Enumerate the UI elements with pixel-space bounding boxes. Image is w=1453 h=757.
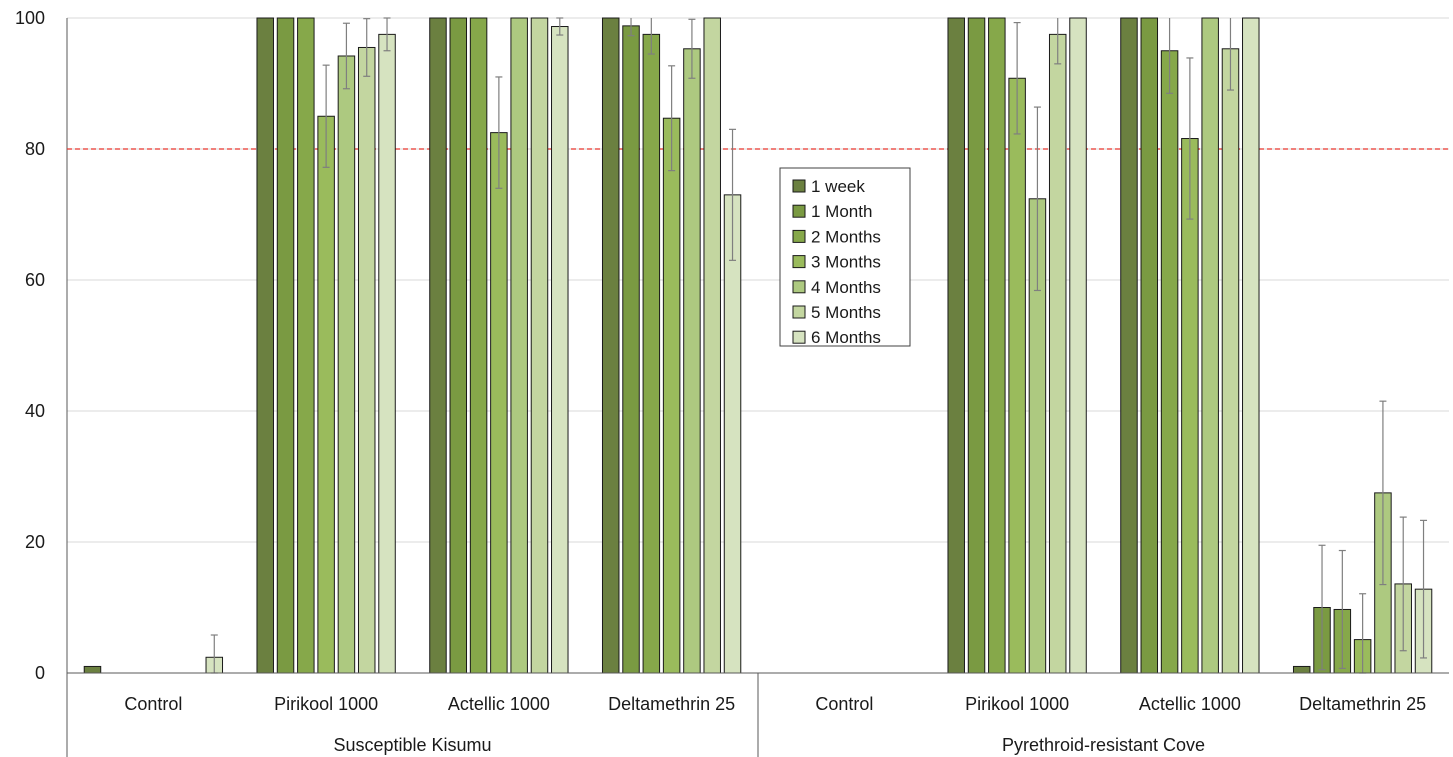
y-tick-label: 60	[25, 270, 45, 290]
bar	[530, 17, 549, 674]
y-axis: 0 20 40 60 80 100	[15, 8, 68, 757]
bar	[449, 17, 468, 674]
legend-entry: 2 Months	[811, 227, 881, 246]
bar	[1069, 17, 1087, 674]
bar	[601, 17, 620, 674]
bar	[1201, 17, 1219, 674]
legend-entry: 1 Month	[811, 202, 872, 221]
legend-entry: 5 Months	[811, 303, 881, 322]
bar	[1160, 50, 1179, 674]
bar	[256, 17, 274, 674]
bar	[551, 26, 569, 674]
bar	[662, 117, 681, 674]
y-tick-label: 100	[15, 8, 45, 28]
bar	[510, 17, 528, 674]
y-tick-label: 80	[25, 139, 45, 159]
bar	[947, 17, 965, 674]
bar	[1242, 17, 1260, 674]
x-axis: Control Pirikool 1000 Actellic 1000 Deltame…	[67, 672, 1449, 757]
legend-swatch	[792, 280, 806, 294]
group-label: Pyrethroid-resistant Cove	[1002, 735, 1205, 755]
x-tick-label: Actellic 1000	[1139, 694, 1241, 714]
x-tick-label: Control	[815, 694, 873, 714]
bar	[1008, 77, 1026, 674]
bars	[83, 17, 1433, 674]
legend-swatch	[792, 229, 806, 243]
bar	[469, 17, 488, 674]
bar	[1048, 33, 1067, 674]
legend-swatch	[792, 255, 806, 269]
bar	[276, 17, 295, 674]
x-tick-label: Control	[124, 694, 182, 714]
error-bars	[210, 17, 1428, 674]
bar	[642, 33, 661, 674]
y-tick-label: 0	[35, 663, 45, 683]
legend-entry: 3 Months	[811, 253, 881, 272]
x-tick-label: Pirikool 1000	[274, 694, 378, 714]
legend-swatch	[792, 204, 806, 218]
bar	[703, 17, 721, 674]
bar	[297, 17, 315, 674]
legend-entry: 4 Months	[811, 278, 881, 297]
bar	[683, 48, 701, 674]
x-tick-label: Deltamethrin 25	[608, 694, 735, 714]
bar	[378, 33, 396, 674]
bar	[1292, 665, 1311, 674]
legend-entry: 1 week	[811, 177, 865, 196]
bar	[490, 132, 508, 674]
group-label: Susceptible Kisumu	[333, 735, 491, 755]
bar	[967, 17, 986, 674]
bar	[622, 25, 640, 674]
bar	[723, 194, 742, 674]
legend-swatch	[792, 305, 806, 319]
x-tick-label: Deltamethrin 25	[1299, 694, 1426, 714]
bar	[317, 115, 335, 674]
legend-swatch	[792, 330, 806, 344]
legend: 1 week 1 Month 2 Months 3 Months 4 Months 5 M…	[779, 167, 911, 347]
bar	[1120, 17, 1138, 674]
grid-lines	[67, 17, 1449, 543]
bar	[1221, 48, 1240, 674]
bar	[429, 17, 447, 674]
y-tick-label: 40	[25, 401, 45, 421]
legend-swatch	[792, 179, 806, 193]
bar	[988, 17, 1006, 674]
bar	[1140, 17, 1159, 674]
bar	[83, 665, 102, 674]
legend-entry: 6 Months	[811, 328, 881, 347]
x-tick-label: Pirikool 1000	[965, 694, 1069, 714]
y-tick-label: 20	[25, 532, 45, 552]
bar	[357, 46, 376, 674]
x-tick-label: Actellic 1000	[448, 694, 550, 714]
bar	[337, 55, 356, 674]
